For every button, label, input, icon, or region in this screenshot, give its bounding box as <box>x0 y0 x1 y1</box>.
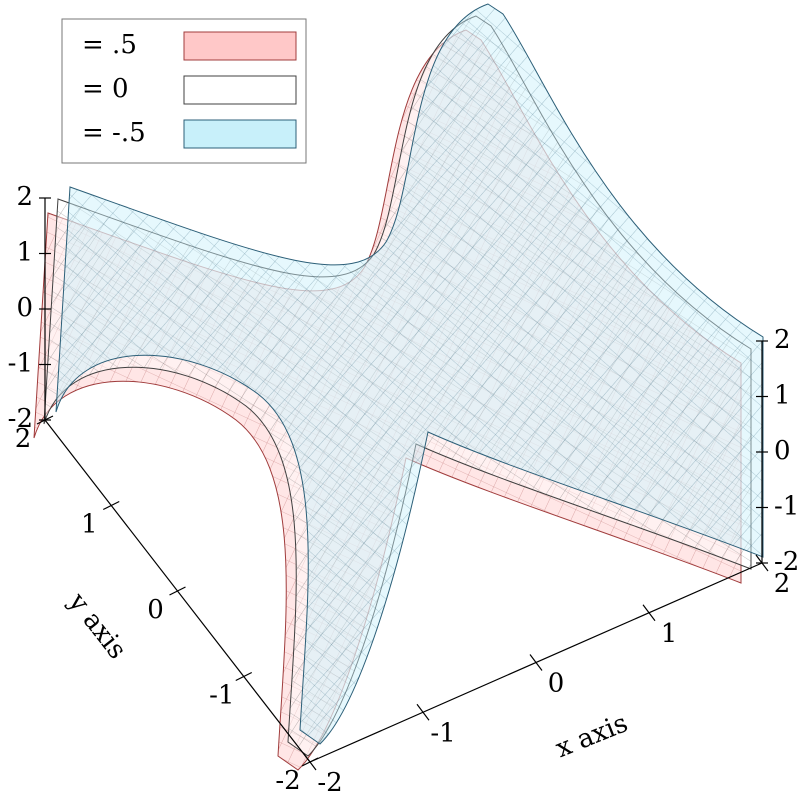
legend: = .5 = 0 = -.5 <box>61 18 307 164</box>
legend-swatch <box>183 119 297 149</box>
z-tick-label: -1 <box>8 349 33 379</box>
z-tick-label: 0 <box>16 293 33 323</box>
x-tick-label: 0 <box>548 669 565 699</box>
z-tick-label: 2 <box>774 325 791 355</box>
y-tick-label: 2 <box>15 424 32 454</box>
z-tick-label: 0 <box>774 436 791 466</box>
y-tick-label: 0 <box>147 595 164 625</box>
y-tick-label: -2 <box>275 766 300 796</box>
y-tick <box>301 757 319 767</box>
z-tick-label: -2 <box>8 404 33 434</box>
surfaces <box>33 3 764 771</box>
z-tick-label: -2 <box>774 547 799 577</box>
z-tick-label: 2 <box>16 182 33 212</box>
legend-label: = 0 <box>82 74 129 104</box>
x-tick-label: -1 <box>430 718 455 748</box>
x-tick-label: 2 <box>774 569 791 599</box>
y-tick <box>235 671 253 682</box>
legend-swatch <box>183 75 297 105</box>
z-tick-label: 1 <box>16 238 33 268</box>
x-tick-label: 1 <box>661 619 678 649</box>
z-tick-label: -1 <box>774 492 799 522</box>
y-tick <box>102 500 120 511</box>
legend-swatch <box>183 31 297 61</box>
z-tick-label: 1 <box>774 381 791 411</box>
y-tick <box>169 586 186 596</box>
y-axis-label: y axis <box>62 587 132 665</box>
x-tick <box>529 654 543 671</box>
y-tick-label: -1 <box>209 681 234 711</box>
isosurface <box>55 3 764 745</box>
x-tick <box>642 604 656 622</box>
legend-label: = .5 <box>82 30 137 60</box>
x-axis-label: x axis <box>552 708 633 764</box>
x-tick-label: -2 <box>317 768 342 798</box>
legend-label: = -.5 <box>82 118 146 148</box>
y-tick-label: 1 <box>81 510 98 540</box>
x-tick <box>416 703 430 721</box>
